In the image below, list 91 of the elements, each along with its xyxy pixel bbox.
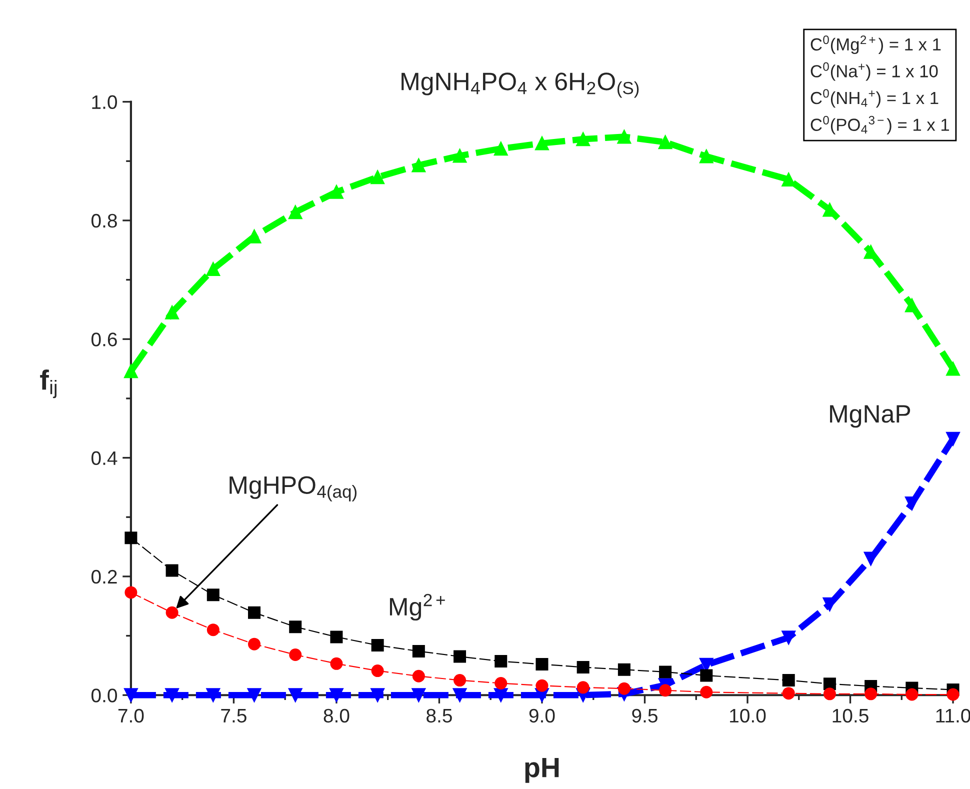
point [494, 655, 508, 668]
point [330, 185, 344, 199]
x-tick-label: 10.5 [832, 708, 868, 723]
point [659, 666, 672, 678]
point [124, 586, 138, 599]
point [699, 149, 714, 164]
point [494, 676, 508, 690]
point [288, 205, 302, 220]
x-tick-label: 7.0 [118, 708, 144, 723]
x-tick-label: 9.5 [632, 708, 658, 723]
point [206, 262, 220, 276]
point [165, 688, 179, 702]
point [452, 148, 467, 163]
point [904, 298, 919, 312]
point [330, 688, 344, 702]
y-axis-title: f$_{ij}$ [40, 370, 56, 398]
point [494, 142, 508, 156]
point [248, 606, 261, 619]
annotation: C$^{0}$(NH$_{4}$$^{+}$) = 1 x 1 [810, 89, 938, 108]
point [412, 670, 425, 682]
point [576, 660, 590, 674]
point [658, 135, 672, 150]
text: C$^{0}$(Na$^{+}$) = 1 x 10 [810, 62, 938, 81]
x-tick-label: 9.0 [529, 708, 555, 723]
x-tick-label: 11.0 [936, 708, 970, 723]
point [454, 650, 466, 663]
y-tick-label: 0.2 [91, 570, 117, 584]
point [370, 170, 385, 184]
text: C$^{0}$(Mg$^{2+}$) = 1 x 1 [810, 36, 941, 54]
x-tick-label: 8.0 [324, 708, 350, 723]
point [165, 305, 179, 320]
point [659, 684, 672, 697]
x-tick-label: 7.5 [221, 709, 246, 723]
point [288, 688, 302, 702]
point [289, 620, 302, 634]
point [700, 669, 713, 682]
point [618, 663, 630, 676]
point [206, 588, 220, 602]
point [782, 172, 796, 186]
point [248, 638, 261, 650]
y-tick-label: 1.0 [92, 95, 117, 110]
point [535, 136, 549, 150]
point [330, 657, 343, 670]
point [946, 688, 960, 701]
point [618, 682, 630, 695]
point [247, 688, 262, 702]
point [370, 688, 385, 702]
point [946, 362, 960, 376]
point [371, 664, 384, 678]
point [782, 687, 795, 700]
point [906, 688, 918, 701]
x-tick-label: 10.0 [730, 708, 766, 723]
annotation: MgNH$_{4}$PO$_{4}$ x 6H$_{2}$O$_{(S)}$ [402, 72, 639, 98]
point [412, 688, 426, 702]
y-tick-label: 0.6 [91, 332, 117, 346]
y-tick-label: 0.0 [91, 688, 117, 702]
point [617, 130, 632, 144]
point [823, 678, 836, 690]
point [206, 688, 220, 702]
point [452, 688, 467, 702]
point [576, 132, 590, 146]
point [206, 624, 220, 636]
point [454, 674, 466, 687]
point [700, 686, 713, 698]
point [124, 364, 138, 378]
point [166, 606, 178, 619]
point [536, 658, 548, 671]
x-tick-label: 8.5 [426, 708, 452, 723]
point [494, 688, 508, 702]
point [782, 674, 795, 687]
annotation: MgHPO$_{4(aq)}$ [230, 476, 357, 502]
point [823, 688, 836, 700]
point [782, 630, 796, 644]
point [166, 564, 178, 577]
point [904, 496, 919, 510]
point [576, 681, 590, 694]
point [330, 630, 343, 644]
annotation: C$^{0}$(PO$_{4}$$^{3−}$) = 1 x 1 [810, 116, 949, 134]
point [289, 648, 302, 662]
point [412, 644, 425, 658]
point [124, 532, 138, 544]
annotation: Mg$^{2+}$ [390, 594, 445, 621]
x-axis-title: pH [525, 758, 559, 783]
point [536, 679, 548, 692]
point [412, 158, 426, 172]
point [864, 688, 878, 700]
point [371, 639, 384, 652]
point [946, 432, 960, 446]
annotation: MgNaP [830, 405, 910, 428]
y-tick-label: 0.4 [91, 451, 118, 466]
y-tick-label: 0.8 [91, 214, 117, 228]
